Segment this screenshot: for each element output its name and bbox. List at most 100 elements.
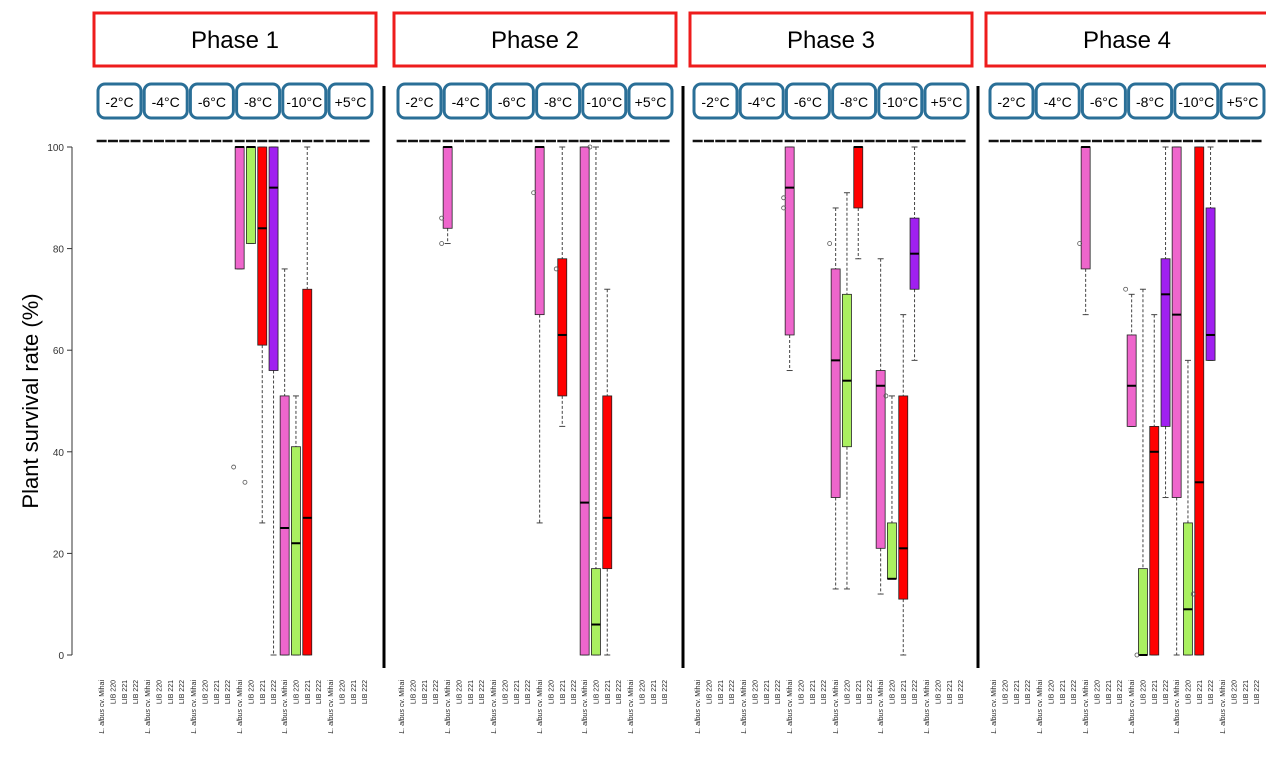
x-category-label-species: L. albus [282,709,289,734]
x-category-label-species: L. albus [787,709,794,734]
x-category-label: LIB 221 [1014,680,1021,704]
x-category-label: LIB 220 [248,680,255,704]
x-category-label: LIB 220 [1094,680,1101,704]
x-category-label: L. albus cv. Mihai [1083,680,1090,734]
temperature-label: -2°C [701,94,729,110]
x-category-label-species: L. albus [237,709,244,734]
temperature-badge [923,82,970,120]
temperature-badge [1173,82,1220,120]
temperature-badge [581,82,628,120]
temperature-label: -8°C [840,94,868,110]
temperature-label: -2°C [105,94,133,110]
panel-1: Phase 1 -2°C -4°C -6°C -8°C -10°C +5°C L. albus… [92,11,378,734]
box [898,395,909,600]
x-category-label: LIB 222 [525,680,532,704]
y-tick-label: 100 [47,143,64,154]
x-category-label: LIB 220 [293,680,300,704]
x-category-label: L. albus cv. Mihai [833,680,840,734]
temperature-label: -8°C [544,94,572,110]
x-category-label: L. albus cv. Mihai [878,680,885,734]
temperature-badge [1080,82,1127,120]
x-category-label-species: L. albus [1129,709,1136,734]
x-category-label: LIB 220 [639,680,646,704]
phase-title: Phase 2 [491,27,579,54]
x-category-label: LIB 222 [775,680,782,704]
temperature-badge [535,82,582,120]
outlier-point [827,241,833,246]
x-category-label-cultivar: cv. Mihai [1174,680,1181,709]
temperature-badge [142,82,189,120]
box [1205,207,1216,361]
temperature-label: -2°C [997,94,1025,110]
x-category-label: LIB 222 [225,680,232,704]
x-category-label: LIB 220 [593,680,600,704]
temperature-label: -6°C [794,94,822,110]
temperature-label: -2°C [405,94,433,110]
x-category-label-cultivar: cv. Mihai [924,680,931,709]
box [784,146,795,336]
temperature-badge [784,82,831,120]
x-category-label: LIB 220 [502,680,509,704]
box [842,293,852,448]
x-category-label-cultivar: cv. Mihai [1083,680,1090,709]
phase-title: Phase 1 [191,27,279,54]
x-category-label-species: L. albus [833,709,840,734]
x-category-label: L. albus cv. Mihai [628,680,635,734]
x-category-label: LIB 221 [1060,680,1067,704]
x-category-label: LIB 222 [616,680,623,704]
y-tick-label: 80 [53,245,65,256]
x-category-label: LIB 221 [122,680,129,704]
x-category-label: LIB 222 [179,680,186,704]
box [246,146,256,244]
x-category-label: L. albus cv. Mihai [328,680,335,734]
temperature-badge [1127,82,1174,120]
x-category-label: L. albus cv. Mihai [1174,680,1181,734]
box [557,258,568,397]
x-category-label: LIB 220 [1002,680,1009,704]
box [1126,334,1137,427]
x-category-label: LIB 220 [706,680,713,704]
x-category-label: LIB 221 [901,680,908,704]
x-category-label: L. albus cv. Mihai [741,680,748,734]
x-category-label-cultivar: cv. Mihai [237,680,244,709]
box [887,522,897,580]
x-category-label-species: L. albus [99,709,106,734]
outlier-point [439,241,445,246]
x-category-label: LIB 222 [1163,680,1170,704]
x-category-label: LIB 222 [271,680,278,704]
x-category-label-species: L. albus [145,709,152,734]
x-category-label-cultivar: cv. Mihai [99,680,106,709]
x-category-label: LIB 221 [422,680,429,704]
x-category-label: LIB 220 [110,680,117,704]
x-category-label-species: L. albus [399,709,406,734]
x-category-label: LIB 220 [1185,680,1192,704]
box [268,146,279,371]
temperature-badge [396,82,443,120]
x-category-label: LIB 221 [810,680,817,704]
x-category-label: L. albus cv. Mihai [99,680,106,734]
phase-title-box [392,11,678,68]
panel-4: Phase 4 -2°C -4°C -6°C -8°C -10°C +5°C L. albus… [984,11,1266,734]
box [602,395,613,570]
x-category-label-cultivar: cv. Mihai [445,680,452,709]
box [302,288,313,656]
outlier-point [1123,286,1129,292]
x-category-label: L. albus cv. Mihai [1129,680,1136,734]
x-category-label: L. albus cv. Mihai [695,680,702,734]
outlier-point [781,195,787,201]
temperature-badge [327,82,374,120]
x-category-label-cultivar: cv. Mihai [282,680,289,709]
x-category-label: L. albus cv. Mihai [399,680,406,734]
x-category-label: LIB 220 [752,680,759,704]
box [1080,146,1091,270]
x-category-label-species: L. albus [924,709,931,734]
temperature-label: +5°C [635,94,667,110]
temperature-label: -4°C [1044,94,1072,110]
x-category-label: LIB 221 [1197,680,1204,704]
temperature-label: -10°C [1178,94,1214,110]
temperature-label: -8°C [244,94,272,110]
temperature-badge [96,82,143,120]
x-category-label: LIB 221 [560,680,567,704]
x-category-label: L. albus cv. Mihai [991,680,998,734]
temperature-label: -8°C [1136,94,1164,110]
